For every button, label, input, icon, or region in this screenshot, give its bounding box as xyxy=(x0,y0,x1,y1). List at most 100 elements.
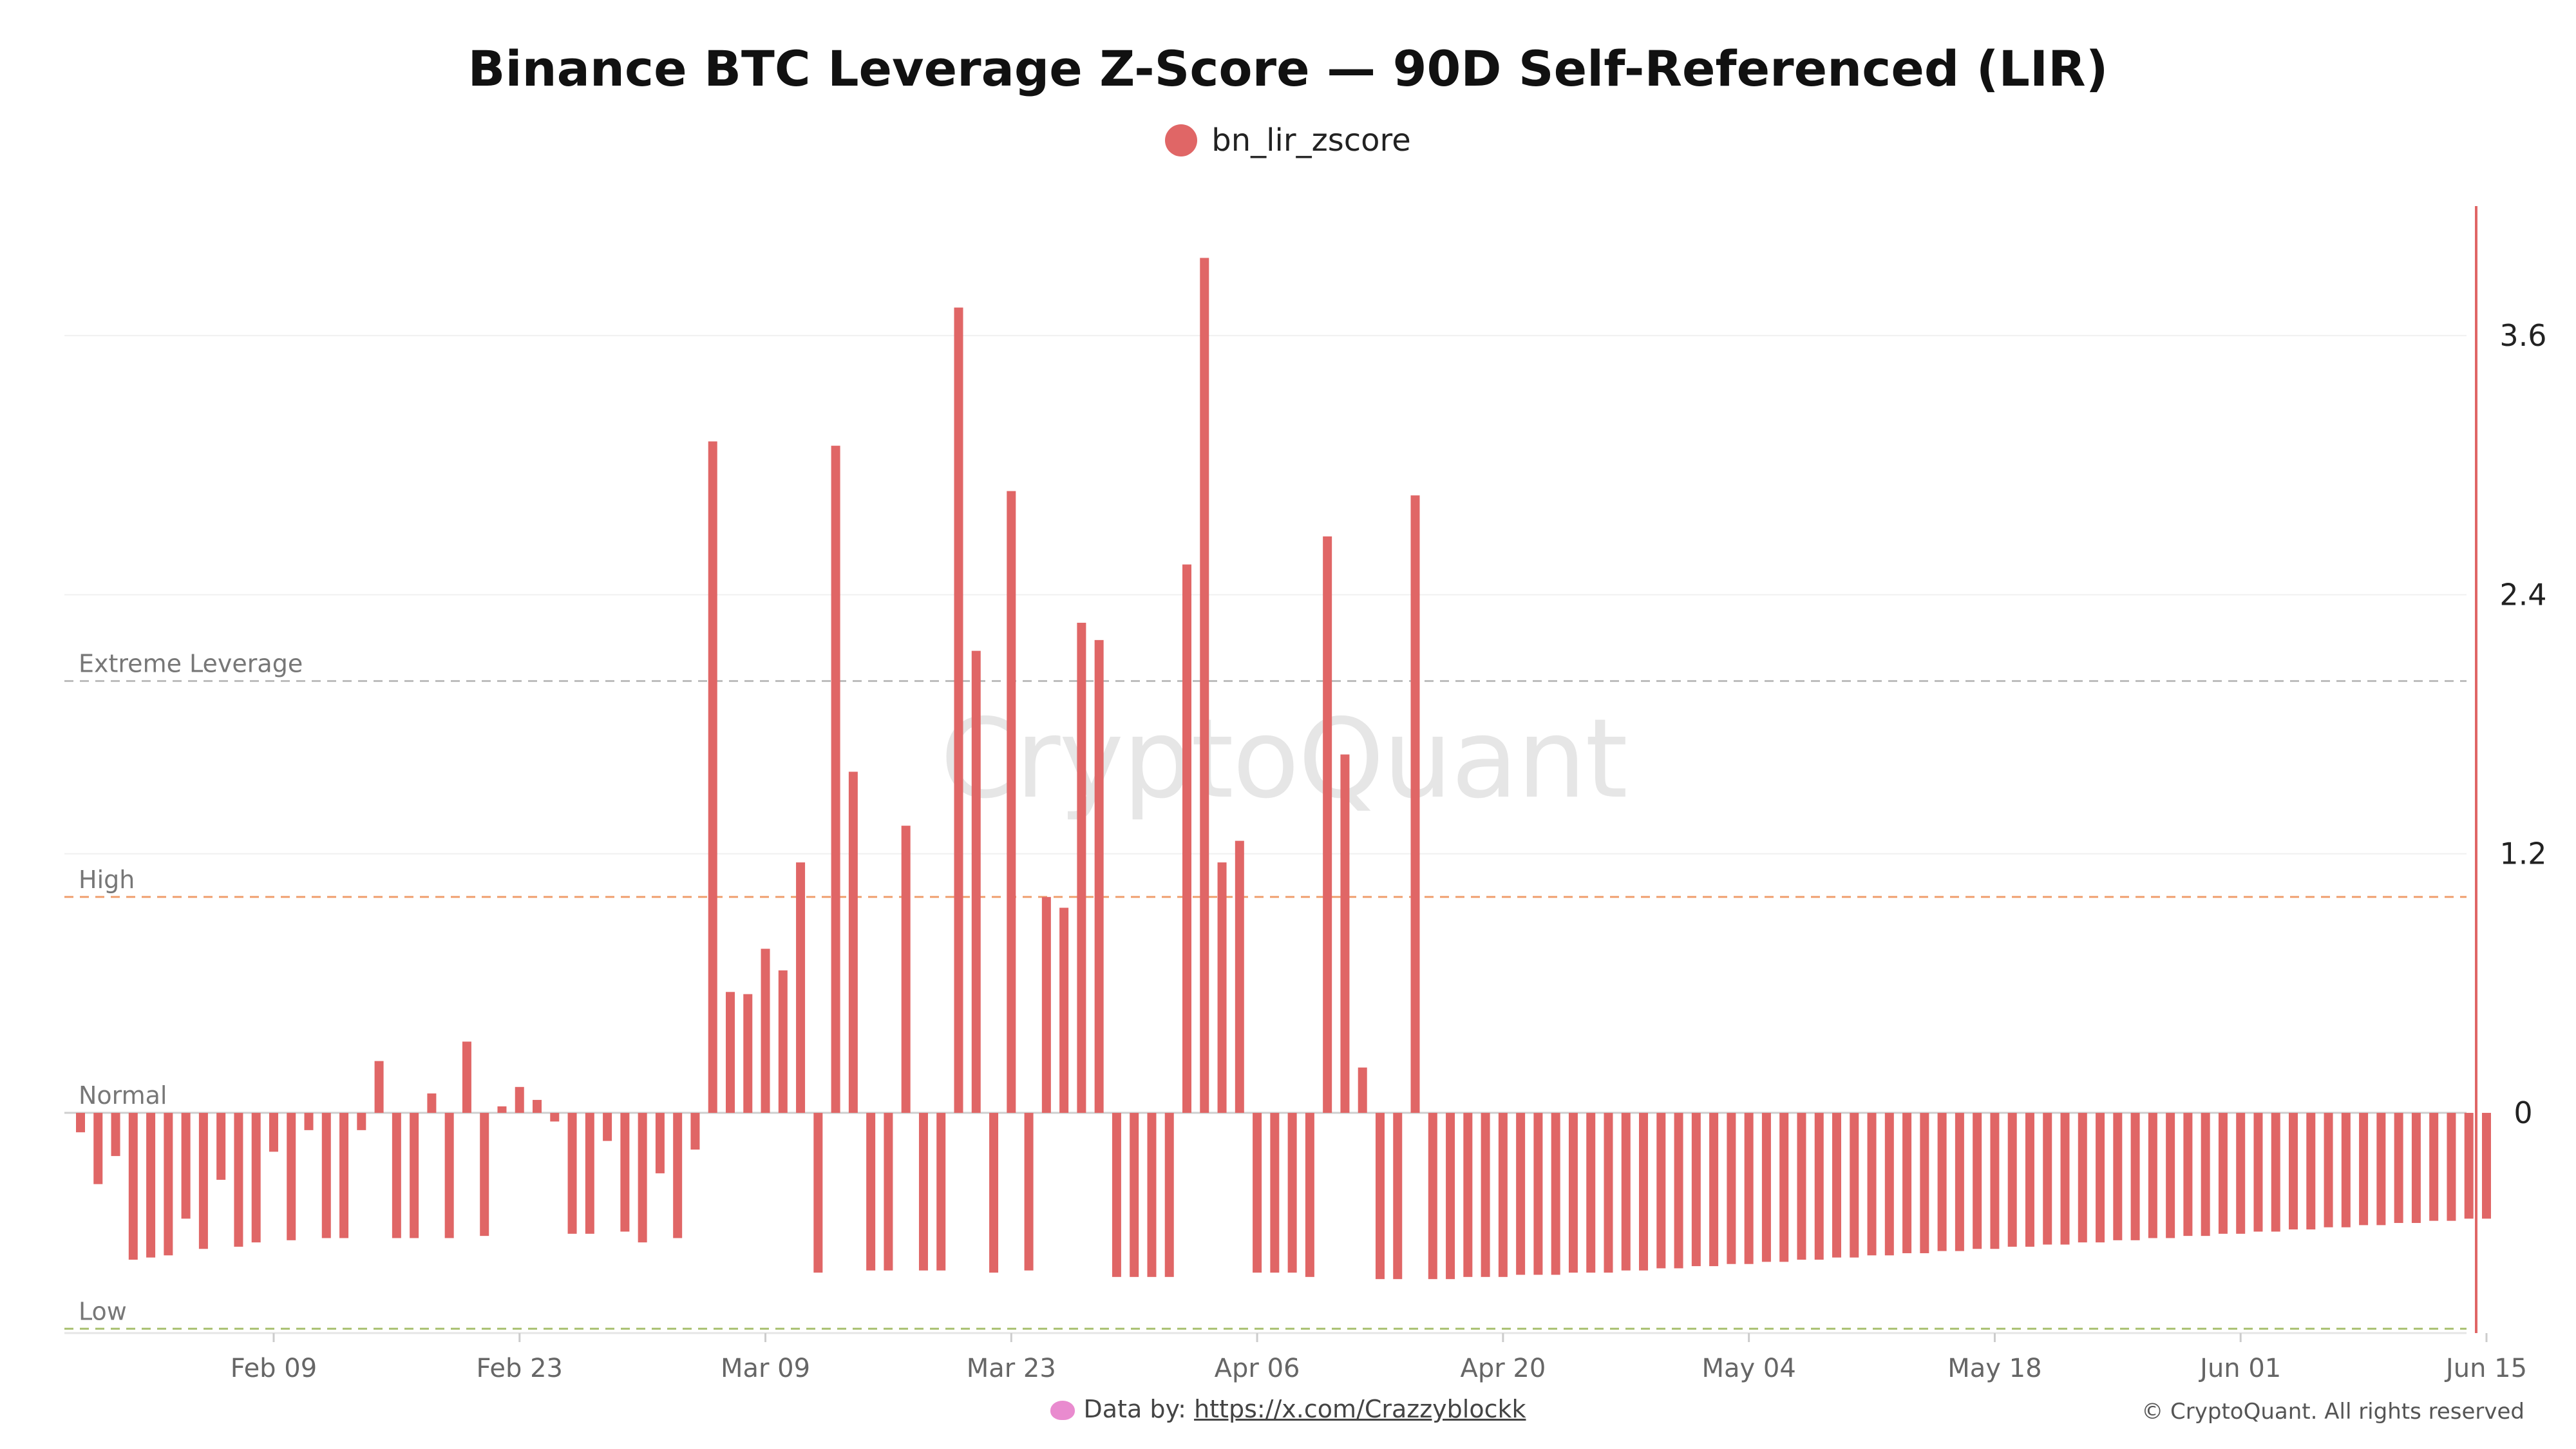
bar[interactable] xyxy=(198,1113,208,1249)
bar[interactable] xyxy=(2183,1113,2193,1236)
bar[interactable] xyxy=(936,1113,946,1271)
bar[interactable] xyxy=(813,1113,823,1273)
bar[interactable] xyxy=(287,1113,296,1240)
bar[interactable] xyxy=(1937,1113,1947,1251)
bar[interactable] xyxy=(462,1041,471,1113)
bar[interactable] xyxy=(1094,639,1104,1113)
bar[interactable] xyxy=(1990,1113,2000,1249)
bar[interactable] xyxy=(2289,1113,2298,1230)
bar[interactable] xyxy=(725,992,735,1113)
bar[interactable] xyxy=(1691,1113,1701,1267)
bar[interactable] xyxy=(216,1113,226,1180)
bar[interactable] xyxy=(2324,1113,2333,1227)
bar[interactable] xyxy=(392,1113,401,1238)
bar[interactable] xyxy=(2411,1113,2421,1224)
bar[interactable] xyxy=(1586,1113,1596,1273)
bar[interactable] xyxy=(2306,1113,2316,1230)
bar[interactable] xyxy=(1884,1113,1894,1256)
bar[interactable] xyxy=(1727,1113,1736,1264)
bar[interactable] xyxy=(251,1113,261,1243)
bar[interactable] xyxy=(444,1113,454,1238)
bar[interactable] xyxy=(778,970,788,1113)
bar[interactable] xyxy=(1621,1113,1631,1271)
bar[interactable] xyxy=(2060,1113,2070,1245)
bar[interactable] xyxy=(2236,1113,2246,1234)
bar[interactable] xyxy=(2166,1113,2175,1238)
bar[interactable] xyxy=(2253,1113,2263,1232)
legend[interactable]: bn_lir_zscore xyxy=(0,122,2576,158)
bar[interactable] xyxy=(339,1113,349,1238)
bar[interactable] xyxy=(1393,1113,1403,1280)
bar[interactable] xyxy=(1059,907,1069,1113)
bar[interactable] xyxy=(901,826,911,1113)
bar[interactable] xyxy=(603,1113,612,1141)
bar[interactable] xyxy=(831,446,840,1113)
bar[interactable] xyxy=(321,1113,331,1238)
bar[interactable] xyxy=(1814,1113,1824,1260)
bar[interactable] xyxy=(357,1113,366,1130)
bar[interactable] xyxy=(2359,1113,2369,1226)
bar[interactable] xyxy=(1920,1113,1929,1253)
bar[interactable] xyxy=(1709,1113,1719,1267)
bar[interactable] xyxy=(2025,1113,2034,1247)
bar[interactable] xyxy=(2078,1113,2087,1243)
bar[interactable] xyxy=(1164,1113,1174,1277)
bar[interactable] xyxy=(497,1106,507,1113)
bar[interactable] xyxy=(111,1113,120,1157)
bar[interactable] xyxy=(1604,1113,1613,1273)
bar[interactable] xyxy=(1463,1113,1473,1277)
bar[interactable] xyxy=(1779,1113,1789,1262)
bar[interactable] xyxy=(1568,1113,1578,1273)
bar[interactable] xyxy=(374,1061,384,1113)
bar[interactable] xyxy=(620,1113,630,1232)
bar[interactable] xyxy=(269,1113,278,1152)
bar[interactable] xyxy=(164,1113,173,1256)
bar[interactable] xyxy=(1481,1113,1490,1277)
bar[interactable] xyxy=(1533,1113,1543,1275)
bar[interactable] xyxy=(2113,1113,2123,1240)
bar[interactable] xyxy=(1323,536,1332,1113)
bar[interactable] xyxy=(2218,1113,2228,1234)
bar[interactable] xyxy=(2447,1113,2456,1221)
bar[interactable] xyxy=(2096,1113,2105,1243)
bar[interactable] xyxy=(1217,862,1227,1113)
bar[interactable] xyxy=(1024,1113,1034,1271)
bar[interactable] xyxy=(796,862,806,1113)
bar[interactable] xyxy=(550,1113,560,1122)
bar[interactable] xyxy=(655,1113,665,1173)
bar[interactable] xyxy=(146,1113,156,1258)
bar[interactable] xyxy=(567,1113,577,1234)
bar[interactable] xyxy=(1761,1113,1771,1262)
bar[interactable] xyxy=(690,1113,700,1150)
bar[interactable] xyxy=(427,1093,437,1113)
bar[interactable] xyxy=(1130,1113,1139,1277)
bar[interactable] xyxy=(2376,1113,2386,1226)
bar[interactable] xyxy=(848,772,858,1113)
bar[interactable] xyxy=(2148,1113,2157,1238)
bar[interactable] xyxy=(2271,1113,2280,1232)
bar[interactable] xyxy=(1077,623,1086,1113)
bar[interactable] xyxy=(2043,1113,2052,1245)
bar[interactable] xyxy=(1182,564,1192,1113)
bar[interactable] xyxy=(410,1113,419,1238)
bar[interactable] xyxy=(1744,1113,1754,1264)
bar[interactable] xyxy=(1410,495,1420,1113)
bar[interactable] xyxy=(1253,1113,1262,1273)
bar[interactable] xyxy=(1551,1113,1560,1275)
bar[interactable] xyxy=(2130,1113,2140,1240)
bar[interactable] xyxy=(1428,1113,1437,1280)
bar[interactable] xyxy=(1973,1113,1982,1249)
bar[interactable] xyxy=(638,1113,647,1243)
bar[interactable] xyxy=(1498,1113,1508,1277)
bar[interactable] xyxy=(2201,1113,2210,1236)
bar[interactable] xyxy=(1147,1113,1157,1277)
bar[interactable] xyxy=(128,1113,138,1260)
bar[interactable] xyxy=(2429,1113,2439,1221)
bar[interactable] xyxy=(234,1113,243,1247)
bar[interactable] xyxy=(1007,491,1016,1113)
bar[interactable] xyxy=(1358,1067,1367,1113)
bar[interactable] xyxy=(1867,1113,1877,1256)
bar[interactable] xyxy=(585,1113,594,1234)
bar[interactable] xyxy=(480,1113,489,1236)
bar[interactable] xyxy=(76,1113,85,1133)
